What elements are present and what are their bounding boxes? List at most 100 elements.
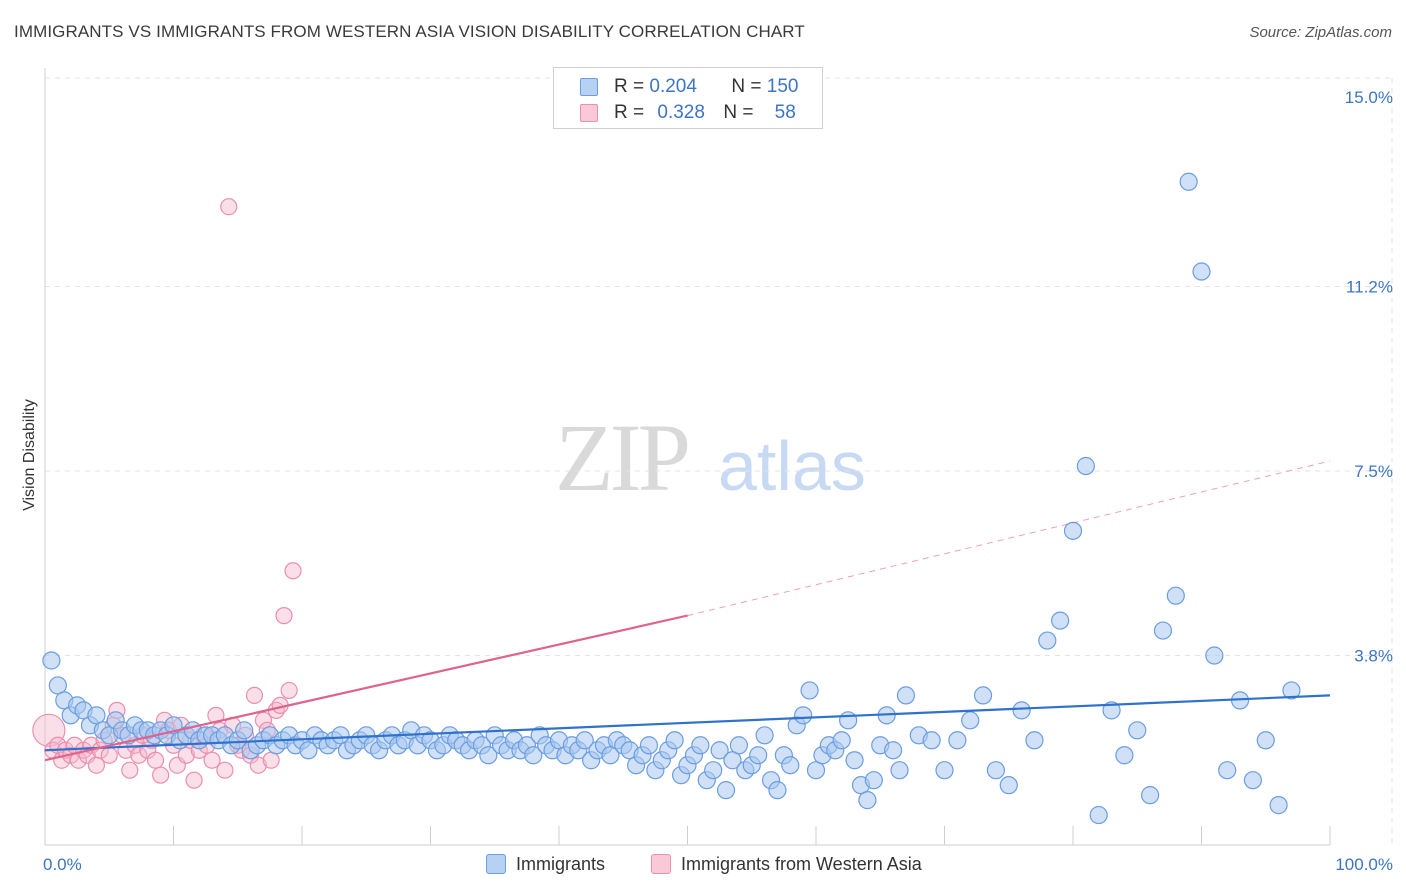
immigrants-point (1256, 731, 1275, 750)
axes (44, 68, 1331, 846)
immigrants-point (858, 791, 877, 810)
immigrants-point (1218, 761, 1237, 780)
immigrants-point (729, 736, 749, 755)
immigrants-point (575, 731, 594, 750)
western-asia-point (216, 761, 234, 779)
legend-n-value: 58 (774, 102, 796, 123)
immigrants-point (755, 726, 774, 745)
immigrants-point (948, 731, 967, 750)
immigrants-point (961, 711, 980, 730)
immigrants-point (1166, 586, 1185, 605)
western-asia-point (275, 607, 293, 625)
immigrants-trend-line (44, 694, 1331, 752)
correlation-legend: R = 0.204 N = 150 R = 0.328 N = 58 (553, 67, 823, 129)
immigrants-point (601, 746, 620, 765)
legend-r-label: R = (614, 102, 645, 123)
immigrants-point (1282, 681, 1301, 700)
tick-labels: 3.8% 7.5% 11.2% 15.0% 0.0% 100.0% Vision Disab… (21, 88, 1393, 874)
immigrants-point (1192, 262, 1211, 281)
immigrants-point (1089, 805, 1108, 825)
immigrants-point (723, 751, 742, 770)
western-asia-point (280, 681, 298, 700)
watermark: ZIP atlas (555, 404, 866, 511)
western-asia-point (121, 761, 139, 779)
immigrants-point (806, 761, 826, 780)
immigrants-point (1269, 796, 1288, 815)
legend-row-immigrants: R = 0.204 N = 150 (580, 75, 798, 99)
immigrants-point (1115, 746, 1134, 765)
immigrants-point (639, 736, 659, 755)
western-asia-point (146, 751, 165, 769)
source-label: Source: ZipAtlas.com (1249, 24, 1392, 41)
trend-lines (44, 460, 1331, 762)
immigrants-point (1102, 701, 1121, 720)
y-axis-title: Vision Disability (21, 399, 38, 511)
western-asia-point (245, 686, 264, 705)
immigrants-point (1076, 456, 1095, 476)
immigrants-point (794, 706, 813, 725)
immigrants-point (42, 651, 61, 670)
immigrants-point (832, 731, 851, 750)
immigrants-point (890, 761, 909, 780)
western-asia-point (220, 198, 238, 216)
immigrants-point (999, 776, 1018, 795)
immigrants-point (691, 736, 710, 755)
legend-row-western-asia: R = 0.328 N = 58 (580, 101, 796, 125)
immigrants-point (800, 681, 819, 700)
immigrants-point (479, 746, 498, 765)
immigrants-point (781, 756, 800, 775)
legend-swatch-pink (580, 104, 598, 122)
watermark-zip: ZIP (555, 404, 688, 511)
immigrants-point (299, 741, 318, 760)
immigrants-point (710, 741, 729, 760)
x-tick-label: 100.0% (1335, 855, 1393, 874)
bottom-legend-swatch-pink (651, 854, 671, 874)
immigrants-point (1038, 631, 1057, 650)
immigrants-point (845, 751, 864, 770)
immigrants-point (1140, 786, 1160, 805)
western-asia-point (32, 713, 66, 747)
bottom-legend-label: Immigrants from Western Asia (681, 853, 922, 874)
immigrants-point (973, 686, 993, 705)
immigrants-point (1128, 721, 1147, 740)
immigrants-point (524, 746, 543, 765)
bottom-legend-immigrants: Immigrants (486, 852, 605, 876)
western-asia-point (284, 562, 302, 580)
immigrants-point (716, 781, 736, 800)
legend-swatch-blue (580, 78, 598, 96)
immigrants-point (1063, 521, 1083, 540)
bottom-legend-western-asia: Immigrants from Western Asia (651, 852, 922, 876)
legend-n-label: N = (723, 102, 754, 123)
x-tick-label: 0.0% (43, 855, 82, 874)
y-tick-label: 11.2% (1346, 277, 1393, 296)
immigrants-point (1179, 172, 1198, 191)
immigrants-point (896, 686, 916, 705)
immigrants-point (986, 761, 1006, 780)
immigrants-point (883, 741, 903, 760)
chart-title: IMMIGRANTS VS IMMIGRANTS FROM WESTERN AS… (14, 22, 805, 41)
immigrants-point (1012, 701, 1031, 720)
western-asia-trend-extension (687, 460, 1331, 617)
western-asia-point (203, 751, 221, 769)
immigrants-point (1243, 771, 1263, 790)
immigrants-point (1153, 621, 1173, 640)
immigrants-point (1051, 611, 1070, 630)
y-tick-label: 15.0% (1345, 88, 1393, 107)
legend-r-value: 0.328 (657, 102, 705, 123)
western-asia-point (249, 756, 267, 774)
immigrants-point (48, 676, 67, 695)
gridlines (45, 77, 1393, 845)
immigrants-point (235, 721, 254, 740)
legend-r-value: 0.204 (649, 76, 697, 97)
bottom-legend-swatch-blue (486, 854, 506, 874)
immigrants-point (768, 781, 787, 800)
immigrants-point (749, 746, 768, 765)
y-tick-label: 3.8% (1354, 647, 1393, 666)
legend-n-label: N = (731, 76, 762, 97)
western-asia-point (185, 771, 203, 789)
legend-r-label: R = (614, 76, 645, 97)
immigrants-point (87, 706, 106, 725)
bottom-legend-label: Immigrants (516, 853, 606, 874)
immigrants-point (864, 771, 883, 790)
